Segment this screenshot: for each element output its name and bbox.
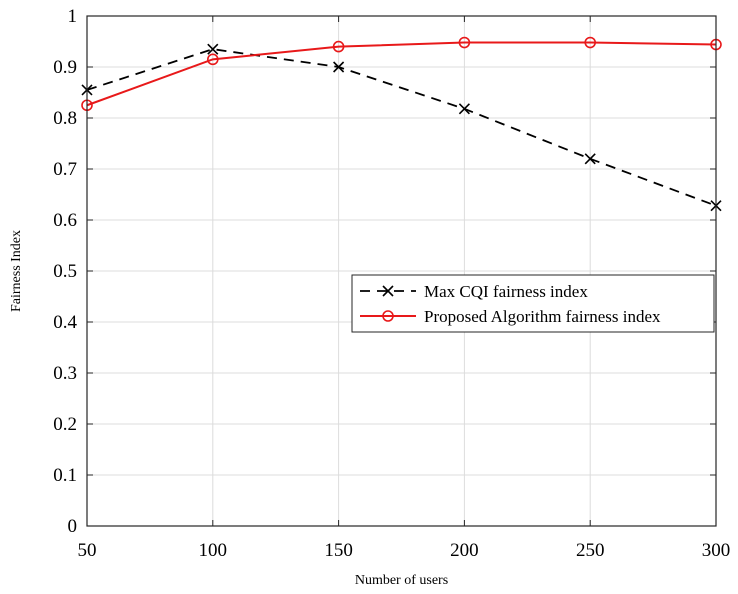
legend: Max CQI fairness index Proposed Algorith…: [351, 274, 715, 333]
x-tick-label: 50: [78, 540, 97, 561]
legend-box: [351, 274, 715, 333]
x-tick-label: 200: [450, 540, 479, 561]
data-point: [207, 43, 219, 55]
y-tick-label: 0.4: [53, 312, 77, 333]
y-tick-label: 0: [68, 516, 78, 537]
data-point: [458, 103, 470, 115]
x-axis-label: Number of users: [355, 573, 448, 588]
y-tick-label: 0.6: [53, 210, 77, 231]
y-tick-label: 0.2: [53, 414, 77, 435]
y-tick-label: 0.5: [53, 261, 77, 282]
y-tick-label: 0.8: [53, 108, 77, 129]
data-point: [458, 36, 471, 49]
x-tick-label: 250: [576, 540, 605, 561]
y-tick-label: 0.3: [53, 363, 77, 384]
legend-entry-proposed: Proposed Algorithm fairness index: [360, 307, 661, 326]
y-tick-label: 0.1: [53, 465, 77, 486]
y-axis-label: Fairness Index: [9, 230, 24, 312]
y-tick-label: 1: [68, 6, 78, 27]
y-tick-label: 0.7: [53, 159, 77, 180]
x-tick-label: 100: [199, 540, 228, 561]
legend-label-proposed: Proposed Algorithm fairness index: [424, 307, 661, 326]
series-1: [81, 36, 722, 112]
x-tick-label: 300: [702, 540, 731, 561]
series-0: [81, 43, 722, 212]
series-line-0: [86, 48, 717, 207]
data-point: [584, 36, 597, 49]
legend-label-max-cqi: Max CQI fairness index: [424, 282, 588, 301]
data-point: [207, 53, 219, 66]
legend-marker: [382, 285, 394, 297]
data-point: [332, 40, 345, 53]
data-point: [584, 153, 596, 165]
x-tick-label: 150: [324, 540, 353, 561]
legend-entry-max-cqi: Max CQI fairness index: [360, 282, 588, 301]
axis-ticks: 50 100 150 200 250 300 0 0.1 0.2 0.3 0.4 0.5 0.6 0.7 0…: [53, 6, 730, 561]
data-point: [333, 61, 345, 73]
legend-marker: [382, 310, 394, 322]
series-line-1: [86, 41, 717, 107]
y-tick-label: 0.9: [53, 57, 77, 78]
series-group: [81, 36, 722, 212]
